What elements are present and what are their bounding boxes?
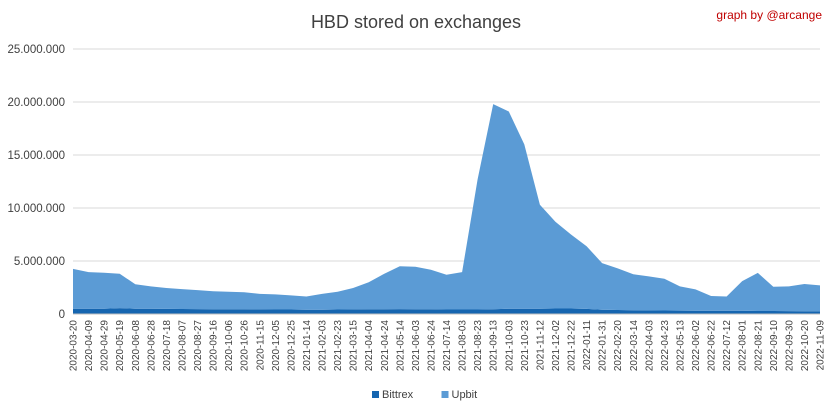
x-tick-label: 2021-05-14: [395, 320, 406, 372]
x-tick-label: 2021-11-12: [535, 320, 546, 371]
x-tick-label: 2020-04-09: [84, 320, 95, 372]
x-tick-label: 2022-02-20: [613, 320, 624, 372]
y-tick-label: 15.000.000: [7, 150, 65, 162]
x-tick-label: 2022-01-11: [582, 320, 593, 371]
x-tick-label: 2022-06-02: [691, 320, 702, 372]
x-tick-label: 2022-09-30: [784, 320, 795, 372]
x-tick-label: 2022-06-22: [707, 320, 718, 372]
x-tick-label: 2020-12-05: [271, 320, 282, 372]
x-tick-label: 2021-08-23: [473, 320, 484, 372]
x-tick-label: 2020-09-16: [209, 320, 220, 372]
x-tick-label: 2021-02-03: [318, 320, 329, 372]
x-tick-label: 2020-10-06: [224, 320, 235, 372]
x-tick-label: 2021-10-23: [520, 320, 531, 372]
x-tick-label: 2022-07-12: [722, 320, 733, 372]
legend-label-upbit: Upbit: [452, 389, 478, 401]
y-tick-label: 5.000.000: [14, 256, 65, 268]
x-tick-label: 2022-11-09: [816, 320, 827, 371]
y-tick-label: 0: [59, 309, 65, 321]
x-tick-label: 2022-04-03: [644, 320, 655, 372]
x-tick-label: 2022-10-20: [800, 320, 811, 372]
x-tick-label: 2022-08-01: [738, 320, 749, 372]
x-tick-label: 2020-08-07: [177, 320, 188, 372]
y-axis-ticks: 0 5.000.000 10.000.000 15.000.000 20.000.000…: [7, 44, 65, 321]
legend-swatch-upbit: [441, 391, 449, 398]
series-area-upbit: [73, 104, 820, 312]
credit-label: graph by @arcange: [716, 8, 822, 22]
x-tick-label: 2020-04-29: [100, 320, 111, 372]
legend: Bittrex Upbit: [372, 389, 477, 401]
x-tick-label: 2021-06-03: [411, 320, 422, 372]
x-tick-label: 2021-12-22: [567, 320, 578, 372]
x-tick-label: 2021-10-03: [504, 320, 515, 372]
x-tick-label: 2021-08-03: [458, 320, 469, 372]
x-tick-label: 2021-09-13: [489, 320, 500, 372]
series-area-bittrex: [73, 308, 820, 314]
x-tick-label: 2022-08-21: [753, 320, 764, 372]
x-tick-label: 2021-04-04: [364, 320, 375, 372]
y-tick-label: 10.000.000: [7, 203, 65, 215]
x-tick-label: 2020-12-25: [286, 320, 297, 372]
x-tick-label: 2020-03-20: [69, 320, 80, 372]
x-axis-ticks: 2020-03-20 2020-04-09 2020-04-29 2020-05-19…: [69, 320, 827, 372]
y-tick-label: 20.000.000: [7, 97, 65, 109]
x-tick-label: 2020-06-08: [131, 320, 142, 372]
x-tick-label: 2020-10-26: [240, 320, 251, 372]
x-tick-label: 2022-04-23: [660, 320, 671, 372]
legend-swatch-bittrex: [372, 391, 379, 398]
chart-title: HBD stored on exchanges: [311, 12, 521, 32]
gridlines: [73, 48, 820, 315]
x-tick-label: 2020-11-15: [255, 320, 266, 371]
x-tick-label: 2021-12-02: [551, 320, 562, 372]
y-tick-label: 25.000.000: [7, 44, 65, 56]
x-tick-label: 2020-06-28: [146, 320, 157, 372]
plot-areas: [73, 104, 820, 315]
x-tick-label: 2020-08-27: [193, 320, 204, 372]
x-tick-label: 2020-05-19: [115, 320, 126, 372]
x-tick-label: 2022-03-14: [629, 320, 640, 372]
x-tick-label: 2021-07-14: [442, 320, 453, 372]
x-tick-label: 2021-01-14: [302, 320, 313, 372]
x-tick-label: 2022-01-31: [598, 320, 609, 372]
x-tick-label: 2021-02-23: [333, 320, 344, 372]
x-tick-label: 2021-03-15: [349, 320, 360, 372]
x-tick-label: 2022-09-10: [769, 320, 780, 372]
legend-label-bittrex: Bittrex: [382, 389, 414, 401]
x-tick-label: 2021-04-24: [380, 320, 391, 372]
x-tick-label: 2021-06-24: [426, 320, 437, 372]
x-tick-label: 2022-05-13: [675, 320, 686, 372]
x-tick-label: 2020-07-18: [162, 320, 173, 372]
